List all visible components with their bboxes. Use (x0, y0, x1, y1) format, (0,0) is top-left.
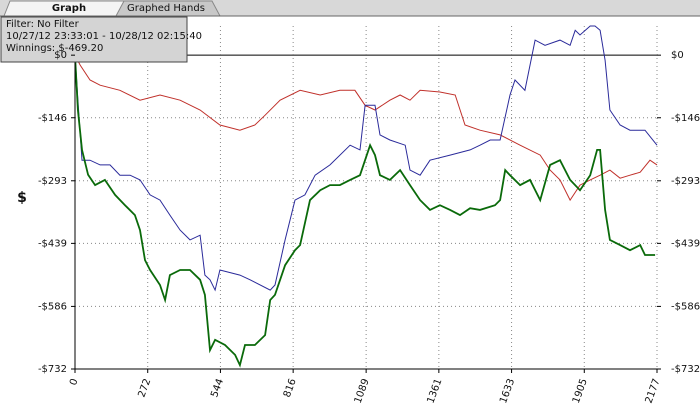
tab-label[interactable]: Graph (52, 3, 86, 14)
x-tick-label: 272 (136, 377, 153, 399)
series-group (74, 25, 658, 368)
x-tick-label: 1905 (571, 377, 590, 405)
info-line: Winnings: $-469.20 (6, 43, 103, 54)
series-line (74, 55, 656, 368)
y-tick-label-right: -$586 (671, 301, 700, 312)
y-tick-label: -$732 (38, 364, 67, 375)
y-tick-label-right: -$146 (671, 113, 700, 124)
x-tick-label: 2177 (644, 377, 663, 405)
y-tick-label-right: $0 (671, 50, 684, 61)
info-line: Filter: No Filter (6, 19, 80, 30)
y-tick-label: -$293 (38, 176, 67, 187)
y-axis-label: $ (17, 190, 27, 206)
info-box (0, 16, 188, 63)
info-line: 10/27/12 23:33:01 - 10/28/12 02:15:40 (6, 31, 202, 42)
y-tick-label-right: -$439 (671, 238, 700, 249)
x-tick-label: 1361 (425, 377, 444, 405)
y-tick-label: -$439 (38, 238, 67, 249)
series-line (74, 25, 658, 292)
series-line (74, 54, 658, 202)
tab-label[interactable]: Graphed Hands (127, 3, 205, 14)
x-tick-label: 816 (282, 377, 299, 399)
x-tick-label: 1633 (498, 377, 517, 405)
y-tick-label-right: -$732 (671, 364, 700, 375)
x-tick-label: 1089 (353, 377, 372, 405)
y-tick-label: -$146 (38, 113, 67, 124)
y-tick-label-right: -$293 (671, 176, 700, 187)
x-tick-label: 544 (209, 377, 226, 399)
y-tick-label: -$586 (38, 301, 67, 312)
x-tick-label: 0 (68, 377, 81, 387)
y-tick-label: $0 (54, 50, 67, 61)
plot-area (75, 26, 657, 369)
